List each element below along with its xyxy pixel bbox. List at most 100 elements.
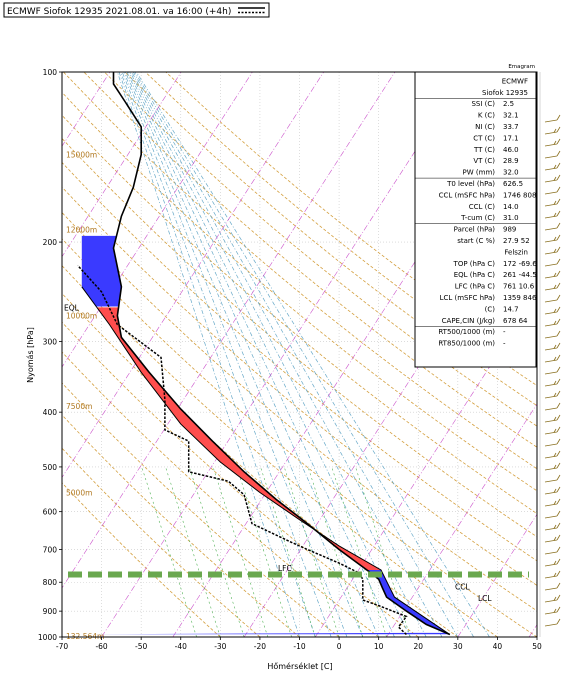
table-heading: Siofok 12935 — [482, 89, 528, 97]
wind-barb-flag — [556, 186, 561, 193]
wind-barb-flag — [553, 236, 557, 241]
x-tick-label: 30 — [453, 642, 463, 651]
wind-barb-flag — [553, 596, 557, 601]
wind-barb-flag — [556, 210, 561, 217]
wind-barb-flag — [556, 522, 561, 529]
x-tick-label: 0 — [337, 642, 342, 651]
dry-adiabat-line — [62, 161, 537, 562]
x-tick-label: 10 — [374, 642, 384, 651]
wind-barb — [544, 474, 561, 483]
table-row-value: 1746 808 — [503, 191, 536, 199]
diagonal-reference-line — [243, 182, 537, 637]
wind-barb-flag — [553, 176, 557, 181]
wind-barb — [544, 462, 561, 471]
wind-barb-staff — [544, 443, 558, 447]
dry-adiabat-line — [62, 414, 300, 637]
table-row-label: VT (C) — [473, 157, 495, 165]
wind-barb-flag — [556, 402, 561, 409]
wind-barb-staff — [544, 587, 558, 591]
altitude-label: 132.564m — [66, 632, 104, 641]
wind-barb — [544, 438, 561, 447]
wind-barb-staff — [544, 239, 558, 243]
upper-negative-area — [81, 235, 122, 307]
table-row-value: 17.1 — [503, 134, 519, 142]
wind-barb-staff — [544, 251, 558, 255]
wind-barb-flag — [553, 380, 557, 385]
wind-barb-flag — [556, 294, 561, 301]
wind-barb — [544, 450, 561, 459]
table-row-label: T0 level (hPa) — [446, 180, 495, 188]
wind-barb-staff — [544, 527, 558, 531]
table-row-value: 761 10.6 — [503, 283, 535, 291]
wind-barb-flag — [556, 438, 561, 445]
wind-barb-staff — [544, 383, 558, 387]
moist-adiabat-line — [126, 72, 395, 637]
table-row-label: (C) — [485, 305, 496, 313]
wind-barb-flag — [553, 524, 557, 529]
table-row-value: 32.0 — [503, 169, 519, 177]
table-heading: ECMWF — [502, 77, 528, 85]
wind-barb-staff — [544, 323, 558, 327]
wind-barb-flag — [556, 558, 561, 565]
wind-barb — [544, 318, 561, 327]
wind-barb-flag — [553, 272, 557, 277]
wind-barb-flag — [556, 582, 561, 589]
wind-barb-flag — [556, 618, 561, 625]
altitude-label: 15000m — [66, 151, 97, 160]
table-row-label: K (C) — [478, 112, 495, 120]
wind-barb — [544, 534, 561, 543]
emagram-label: Emagram — [508, 64, 535, 70]
table-row-value: 989 — [503, 226, 516, 234]
wind-barb-flag — [553, 164, 557, 169]
wind-barb-flag — [556, 126, 561, 133]
plot-area: 15000m 12000m 10000m 7500m 5000m 132.564m EQL L… — [61, 71, 538, 641]
altitude-label: 7500m — [66, 402, 92, 411]
dry-adiabat-line — [62, 114, 537, 515]
x-tick-label: -20 — [254, 642, 266, 651]
wind-barb — [544, 234, 561, 243]
wind-barb — [544, 594, 561, 603]
table-row-label: RT850/1000 (m) — [438, 340, 495, 348]
y-axis-label: Nyomás [hPa] — [26, 327, 35, 383]
wind-barb-flag — [553, 344, 557, 349]
wind-barb — [544, 498, 561, 507]
parcel-line — [81, 286, 450, 635]
wind-barb-flag — [556, 114, 561, 121]
diagonal-reference-line — [386, 403, 537, 637]
table-row-value: 33.7 — [503, 123, 519, 131]
table-row-value: 31.0 — [503, 214, 519, 222]
table-row-label: TT (C) — [473, 146, 495, 154]
wind-barb-staff — [544, 563, 558, 567]
x-tick-label: 50 — [532, 642, 542, 651]
wind-barb-flag — [556, 534, 561, 541]
dry-adiabat-line — [62, 137, 537, 538]
wind-barb-flag — [556, 222, 561, 229]
x-tick-label: -30 — [214, 642, 226, 651]
wind-barb-flag — [553, 128, 557, 133]
altitude-label: 10000m — [66, 312, 97, 321]
wind-barb-flag — [556, 450, 561, 457]
wind-barb — [544, 402, 561, 411]
wind-barb-staff — [544, 455, 558, 459]
wind-barb-flag — [556, 462, 561, 469]
wind-barb-flag — [556, 366, 561, 373]
dry-adiabat-line — [104, 72, 537, 427]
moist-adiabat-line — [121, 72, 348, 637]
level-annotation-eql: EQL — [64, 303, 80, 312]
wind-barb-flag — [556, 282, 561, 289]
moist-adiabat-line — [134, 72, 475, 637]
dry-adiabat-line — [145, 72, 537, 387]
wind-barb — [544, 606, 561, 615]
table-row-label: EQL (hPa C) — [454, 271, 496, 279]
y-tick-label: 800 — [43, 578, 58, 587]
moist-adiabat-line — [117, 72, 300, 637]
wind-barbs-column — [539, 72, 561, 637]
wind-barb-staff — [544, 335, 558, 339]
wind-barb-staff — [544, 431, 558, 435]
x-tick-label: -50 — [135, 642, 147, 651]
wind-barb-flag — [556, 426, 561, 433]
wind-barb-staff — [544, 143, 558, 147]
table-row-label: SSI (C) — [471, 100, 495, 108]
wind-barb-flag — [556, 378, 561, 385]
table-row-value: - — [503, 340, 506, 348]
